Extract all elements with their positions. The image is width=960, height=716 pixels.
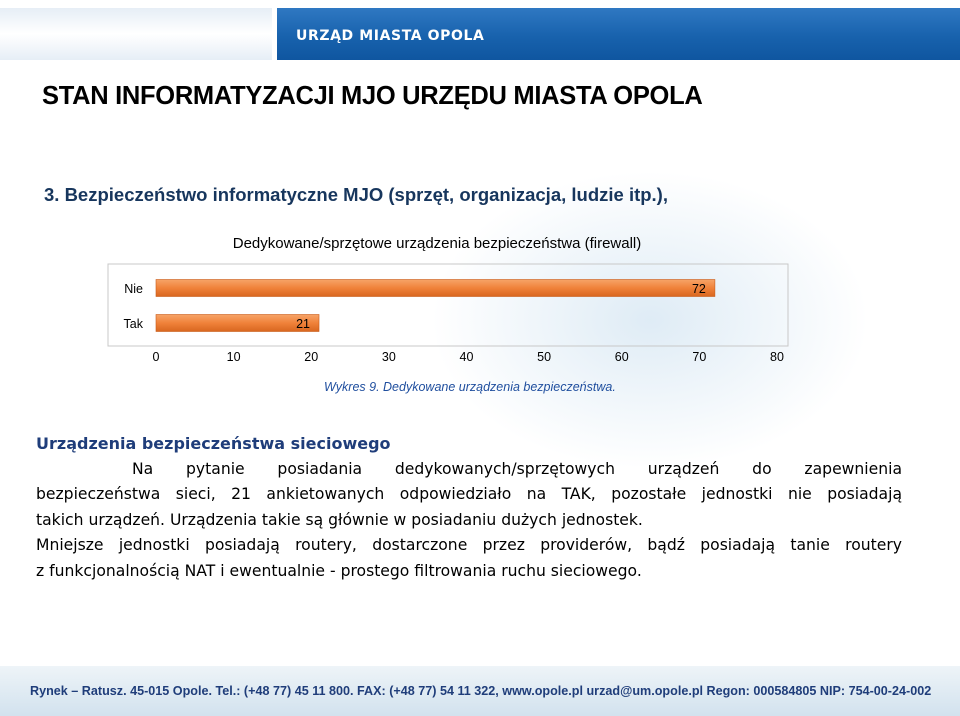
category-label-nie: Nie (124, 282, 143, 296)
data-label-nie: 72 (692, 282, 706, 296)
body-text: Urządzenia bezpieczeństwa sieciowego Na … (36, 431, 902, 584)
header-band: URZĄD MIASTA OPOLA (0, 0, 960, 64)
body-line-4: Mniejsze jednostki posiadają routery, do… (36, 536, 902, 554)
category-label-tak: Tak (124, 317, 144, 331)
header-left-stripe (0, 8, 272, 60)
footer-contact: Rynek – Ratusz. 45-015 Opole. Tel.: (+48… (30, 684, 932, 698)
x-tick-label: 0 (153, 350, 160, 364)
page-title: STAN INFORMATYZACJI MJO URZĘDU MIASTA OP… (42, 82, 703, 110)
section-title: 3. Bezpieczeństwo informatyczne MJO (spr… (44, 184, 668, 205)
x-tick-label: 30 (382, 350, 396, 364)
data-label-tak: 21 (296, 317, 310, 331)
body-heading: Urządzenia bezpieczeństwa sieciowego (36, 434, 391, 453)
chart-frame (107, 263, 789, 347)
body-line-3: takich urządzeń. Urządzenia takie są głó… (36, 510, 643, 529)
bar-nie (155, 279, 716, 297)
x-tick-label: 60 (615, 350, 629, 364)
x-tick-label: 80 (770, 350, 784, 364)
bar-chart: Dedykowane/sprzętowe urządzenia bezpiecz… (107, 235, 789, 364)
body-line-1: Na pytanie posiadania dedykowanych/sprzę… (132, 459, 902, 478)
x-tick-label: 50 (537, 350, 551, 364)
x-tick-label: 10 (227, 350, 241, 364)
x-tick-label: 20 (304, 350, 318, 364)
x-tick-label: 40 (460, 350, 474, 364)
header-blue-bar (277, 8, 960, 60)
footer: Rynek – Ratusz. 45-015 Opole. Tel.: (+48… (0, 666, 960, 716)
chart-caption: Wykres 9. Dedykowane urządzenia bezpiecz… (324, 380, 616, 394)
header-brand: URZĄD MIASTA OPOLA (296, 28, 485, 44)
body-line-5: z funkcjonalnością NAT i ewentualnie - p… (36, 561, 642, 580)
background-glow (430, 170, 870, 470)
chart-title: Dedykowane/sprzętowe urządzenia bezpiecz… (233, 235, 642, 252)
x-tick-label: 70 (692, 350, 706, 364)
body-line-2: bezpieczeństwa sieci, 21 ankietowanych o… (36, 485, 902, 503)
bar-tak (155, 314, 320, 332)
